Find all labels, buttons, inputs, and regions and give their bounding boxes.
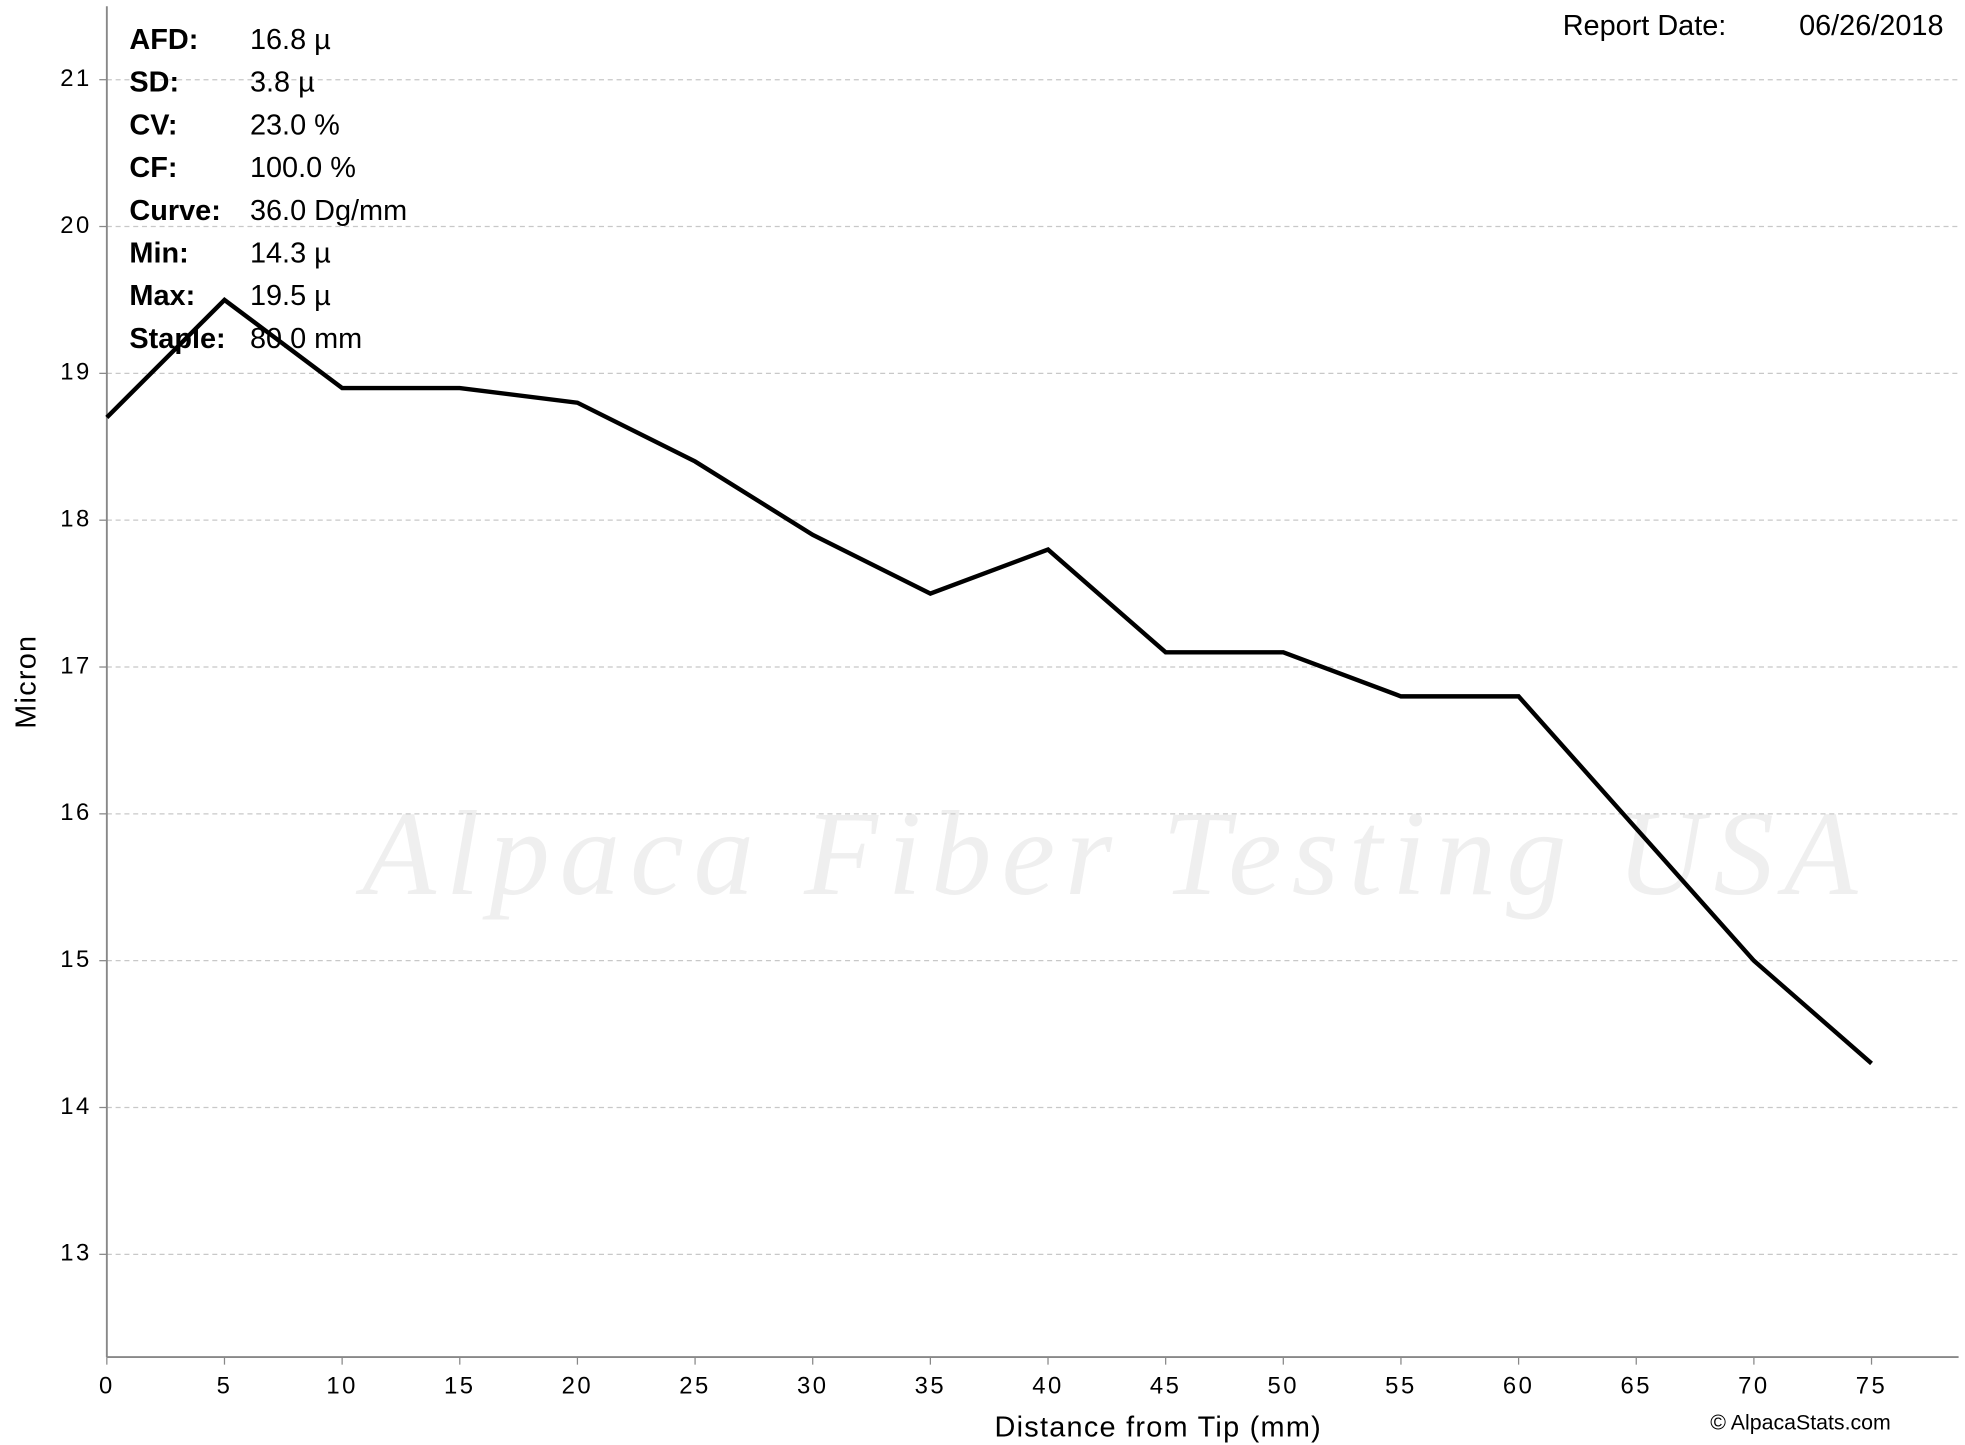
data-line xyxy=(105,297,1873,1066)
x-tick-label: 0 xyxy=(99,1373,115,1400)
stat-value: 23.0 % xyxy=(250,109,340,141)
stat-label: Staple: xyxy=(129,323,225,355)
watermark: Alpaca Fiber Testing USA xyxy=(355,788,1867,921)
x-tick-label: 45 xyxy=(1150,1373,1182,1400)
y-tick-label: 16 xyxy=(60,799,92,826)
y-tick-label: 21 xyxy=(60,65,92,92)
y-tick-label: 15 xyxy=(60,946,92,973)
credit: © AlpacaStats.com xyxy=(1710,1410,1890,1434)
report-date: 06/26/2018 xyxy=(1799,10,1943,42)
y-tick-label: 20 xyxy=(60,212,92,239)
x-tick-label: 40 xyxy=(1032,1373,1064,1400)
x-tick-label: 70 xyxy=(1738,1373,1770,1400)
report-date-label: Report Date: xyxy=(1563,10,1727,42)
stat-value: 100.0 % xyxy=(250,152,356,184)
y-tick-label: 17 xyxy=(60,652,92,679)
stat-value: 19.5 µ xyxy=(250,280,331,312)
stat-value: 14.3 µ xyxy=(250,237,331,269)
x-tick-label: 50 xyxy=(1268,1373,1300,1400)
y-tick-label: 18 xyxy=(60,505,92,532)
x-tick-label: 30 xyxy=(797,1373,829,1400)
x-tick-label: 25 xyxy=(679,1373,711,1400)
stat-label: SD: xyxy=(129,67,179,99)
x-tick-label: 5 xyxy=(217,1373,233,1400)
stat-value: 36.0 Dg/mm xyxy=(250,195,407,227)
x-tick-label: 35 xyxy=(915,1373,947,1400)
stat-value: 16.8 µ xyxy=(250,24,331,56)
stat-label: Min: xyxy=(129,237,188,269)
y-tick-label: 19 xyxy=(60,359,92,386)
y-tick-label: 14 xyxy=(60,1093,92,1120)
stat-label: Curve: xyxy=(129,195,220,227)
y-axis-label: Micron xyxy=(10,635,42,729)
stat-value: 3.8 µ xyxy=(250,67,315,99)
x-axis-label: Distance from Tip (mm) xyxy=(995,1411,1322,1443)
y-tick-label: 13 xyxy=(60,1240,92,1267)
x-tick-label: 75 xyxy=(1856,1373,1888,1400)
x-tick-label: 15 xyxy=(444,1373,476,1400)
x-tick-label: 55 xyxy=(1385,1373,1417,1400)
x-tick-label: 60 xyxy=(1503,1373,1535,1400)
x-tick-label: 10 xyxy=(326,1373,358,1400)
x-tick-label: 20 xyxy=(562,1373,594,1400)
x-tick-label: 65 xyxy=(1620,1373,1652,1400)
stat-label: AFD: xyxy=(129,24,198,56)
stat-label: CV: xyxy=(129,109,177,141)
stat-label: CF: xyxy=(129,152,177,184)
stat-value: 80.0 mm xyxy=(250,323,362,355)
stat-label: Max: xyxy=(129,280,195,312)
